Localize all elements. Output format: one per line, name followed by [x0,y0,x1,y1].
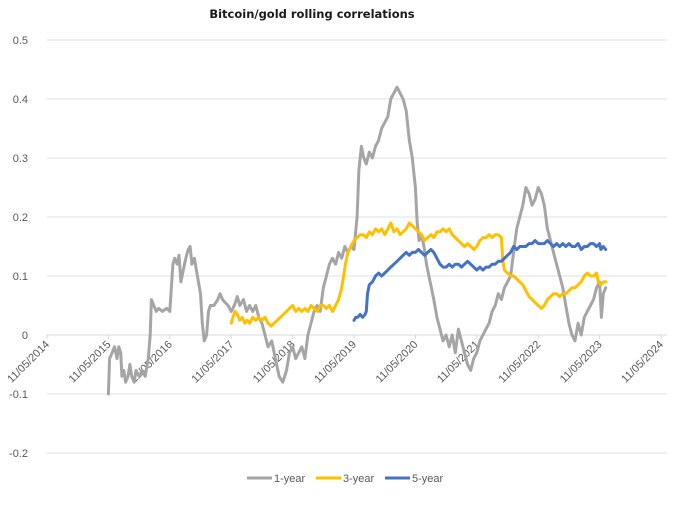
x-axis-ticks: 11/05/2014 11/05/2015 11/05/2016 11/05/2017… [5,335,666,385]
y-tick-label: 0.4 [13,94,28,106]
x-tick-label: 11/05/2019 [312,339,359,386]
y-tick-label: -0.2 [9,448,28,460]
x-tick-label: 11/05/2022 [496,339,543,386]
legend-item-5-year: 5-year [385,473,444,485]
x-tick-label: 11/05/2015 [67,339,114,386]
x-tick-label: 11/05/2018 [251,339,298,386]
legend-item-1-year: 1-year [247,473,306,485]
y-tick-label: 0 [22,330,28,342]
y-tick-label: 0.2 [13,212,28,224]
series-line-5-year [352,239,608,322]
y-tick-label: 0.3 [13,153,28,165]
x-tick-label: 11/05/2020 [374,339,421,386]
x-tick-label: 11/05/2017 [189,339,236,386]
y-tick-label: -0.1 [9,389,28,401]
legend-label: 5-year [412,473,444,485]
x-tick-label: 11/05/2021 [435,339,482,386]
series-line-3-year [229,221,608,328]
x-tick-label: 11/05/2014 [5,339,52,386]
legend: 1-year 3-year 5-year [247,473,444,485]
y-tick-label: 0.5 [13,35,28,47]
y-axis-ticks: -0.2 -0.1 0 0.1 0.2 0.3 0.4 0.5 [9,35,28,460]
chart-title: Bitcoin/gold rolling correlations [209,7,414,21]
legend-label: 1-year [274,473,306,485]
legend-label: 3-year [343,473,375,485]
series-lines [106,85,608,396]
legend-item-3-year: 3-year [316,473,375,485]
x-tick-label: 11/05/2024 [619,339,666,386]
y-tick-label: 0.1 [13,271,28,283]
x-tick-label: 11/05/2023 [558,339,605,386]
